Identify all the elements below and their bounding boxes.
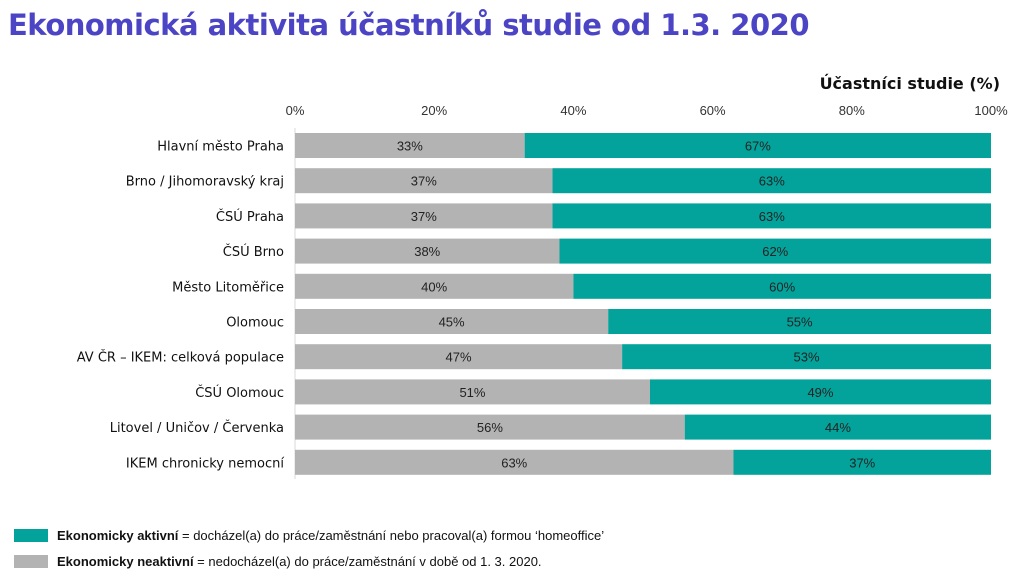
bar-label-active: 67%: [745, 139, 771, 154]
bar-inactive: [295, 414, 685, 440]
bar-inactive: [295, 379, 650, 405]
x-tick-label: 100%: [974, 103, 1008, 118]
stacked-bar-chart: Účastníci studie (%) 0% 20% 40% 60% 80% 100% …: [77, 74, 1008, 479]
category-label: Město Litoměřice: [172, 280, 284, 295]
bar-label-inactive: 37%: [411, 209, 437, 224]
bar-active: [573, 273, 991, 299]
bar-inactive: [295, 133, 525, 158]
bar-label-inactive: 33%: [397, 139, 423, 154]
bar-label-active: 60%: [769, 279, 795, 294]
category-label: Litovel / Uničov / Červenka: [110, 420, 284, 436]
bar-label-inactive: 40%: [421, 279, 447, 294]
bar-label-inactive: 47%: [446, 350, 472, 365]
bar-label-inactive: 63%: [501, 455, 527, 470]
category-label: AV ČR – IKEM: celková populace: [77, 350, 284, 366]
bar-label-active: 53%: [794, 350, 820, 365]
legend-label-active-bold: Ekonomicky aktivní: [57, 528, 179, 544]
legend-item-active: Ekonomicky aktivní = docházel(a) do prác…: [14, 527, 1014, 543]
x-tick-label: 80%: [839, 103, 865, 118]
bar-active: [552, 203, 991, 229]
category-label: ČSÚ Brno: [223, 244, 284, 260]
bar-active: [552, 168, 991, 194]
bar-active: [684, 414, 991, 440]
bar-inactive: [295, 344, 623, 370]
category-label: Brno / Jihomoravský kraj: [126, 175, 284, 190]
x-axis-title: Účastníci studie (%): [820, 74, 1000, 93]
bar-label-active: 44%: [825, 420, 851, 435]
x-tick-label: 0%: [286, 103, 305, 118]
bar-label-inactive: 56%: [477, 420, 503, 435]
category-label: IKEM chronicky nemocní: [126, 456, 284, 471]
bar-label-inactive: 37%: [411, 174, 437, 189]
bar-active: [608, 309, 991, 334]
bar-label-active: 63%: [759, 209, 785, 224]
bar-inactive: [295, 273, 574, 299]
category-label: Olomouc: [226, 316, 284, 331]
bar-active: [649, 379, 991, 405]
bar-label-active: 62%: [762, 244, 788, 259]
bar-active: [622, 344, 991, 370]
legend-label-inactive-rest: = nedocházel(a) do práce/zaměstnání v do…: [193, 554, 542, 570]
page-title: Ekonomická aktivita účastníků studie od …: [8, 8, 810, 42]
x-tick-label: 20%: [421, 103, 447, 118]
bar-inactive: [295, 238, 560, 264]
bar-inactive: [295, 309, 609, 334]
bar-label-inactive: 45%: [439, 315, 465, 330]
category-label: ČSÚ Praha: [216, 209, 284, 225]
bar-inactive: [295, 449, 734, 475]
bar-inactive: [295, 203, 553, 229]
x-tick-label: 40%: [560, 103, 586, 118]
legend-label-inactive-bold: Ekonomicky neaktivní: [57, 554, 194, 570]
bar-label-active: 63%: [759, 174, 785, 189]
category-labels: Hlavní město Praha Brno / Jihomoravský kr…: [77, 140, 285, 472]
bar-active: [524, 133, 991, 158]
bar-label-inactive: 51%: [459, 385, 485, 400]
bar-label-inactive: 38%: [414, 244, 440, 259]
x-tick-label: 60%: [700, 103, 726, 118]
bar-active: [733, 449, 991, 475]
legend-label-active-rest: = docházel(a) do práce/zaměstnání nebo p…: [178, 528, 605, 544]
legend-item-inactive: Ekonomicky neaktivní = nedocházel(a) do …: [14, 553, 1014, 569]
bars: [295, 133, 991, 475]
legend-swatch-active: [14, 529, 48, 543]
category-label: Hlavní město Praha: [157, 140, 284, 155]
bar-labels: 33% 67% 37% 63% 37% 63% 38% 62% 40% 60% 45% 55% 47% 5…: [397, 139, 876, 471]
bar-inactive: [295, 168, 553, 194]
bar-label-active: 55%: [787, 315, 813, 330]
category-label: ČSÚ Olomouc: [195, 385, 284, 401]
bar-active: [559, 238, 991, 264]
bar-label-active: 49%: [807, 385, 833, 400]
legend-swatch-inactive: [14, 555, 48, 569]
bar-label-active: 37%: [849, 455, 875, 470]
